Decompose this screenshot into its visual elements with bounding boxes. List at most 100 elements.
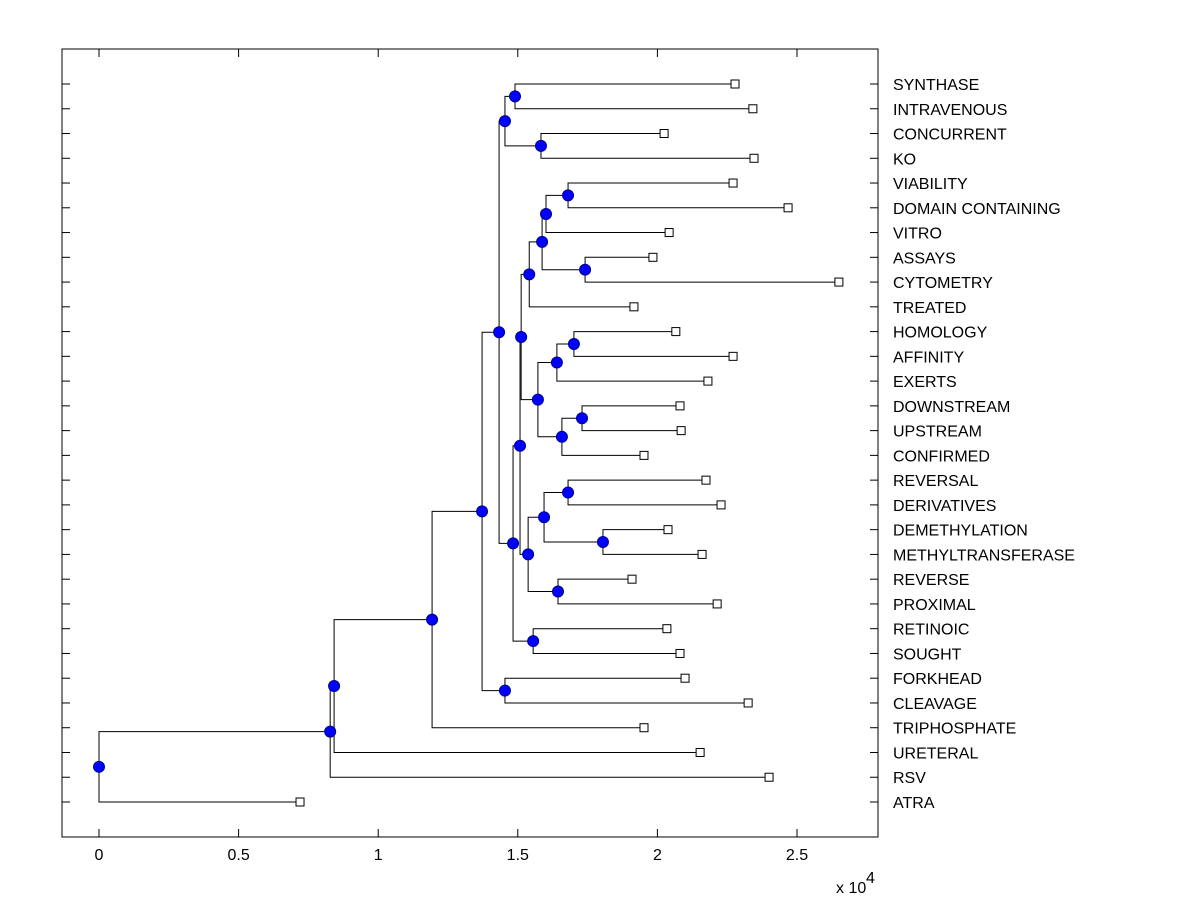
- leaf-label: DERIVATIVES: [893, 498, 996, 515]
- leaf-marker: [675, 648, 685, 658]
- leaf-label: ASSAYS: [893, 250, 956, 267]
- internal-node-marker: [536, 235, 549, 248]
- leaf-marker: [748, 104, 758, 114]
- leaf-marker: [695, 747, 705, 757]
- leaf-marker: [663, 525, 673, 535]
- dendrogram-link: [431, 510, 483, 620]
- leaf-label: RETINOIC: [893, 622, 969, 639]
- internal-node-marker: [498, 684, 511, 697]
- leaf-label: SYNTHASE: [893, 77, 979, 94]
- x-tick-label: 2.5: [786, 847, 808, 864]
- leaf-label: METHYLTRANSFERASE: [893, 547, 1075, 564]
- x-tick-label: 0.5: [227, 847, 249, 864]
- dendrogram-link: [543, 492, 569, 518]
- internal-node-marker: [522, 548, 535, 561]
- dendrogram-nodes: [93, 90, 609, 773]
- internal-node-marker: [523, 268, 536, 281]
- leaf-marker: [783, 203, 793, 213]
- dendrogram-link: [431, 619, 644, 729]
- x-tick-label: 0: [95, 847, 104, 864]
- leaf-marker: [716, 500, 726, 510]
- dendrogram-link: [537, 399, 562, 438]
- leaf-label: AFFINITY: [893, 349, 964, 366]
- leaf-label: EXERTS: [893, 374, 957, 391]
- leaf-label: RSV: [893, 770, 926, 787]
- leaf-label: CONCURRENT: [893, 127, 1007, 144]
- leaf-marker: [664, 228, 674, 238]
- internal-node-marker: [509, 90, 522, 103]
- leaf-marker: [743, 698, 753, 708]
- leaf-label: PROXIMAL: [893, 597, 976, 614]
- leaf-marker: [639, 450, 649, 460]
- internal-node-marker: [507, 537, 520, 550]
- plot-area: [61, 48, 879, 838]
- leaf-label: REVERSAL: [893, 473, 978, 490]
- internal-node-marker: [324, 725, 337, 738]
- dendrogram-link: [512, 543, 534, 642]
- dendrogram-link: [545, 213, 670, 234]
- dendrogram-link: [98, 766, 301, 803]
- internal-node-marker: [498, 115, 511, 128]
- dendrogram-link: [98, 731, 331, 767]
- internal-node-marker: [476, 505, 489, 518]
- internal-node-marker: [555, 430, 568, 443]
- internal-node-marker: [328, 680, 341, 693]
- internal-node-marker: [527, 635, 540, 648]
- leaf-label: TREATED: [893, 300, 966, 317]
- internal-node-marker: [514, 439, 527, 452]
- internal-node-marker: [93, 760, 105, 773]
- leaf-marker: [697, 549, 707, 559]
- leaf-marker: [627, 574, 637, 584]
- dendrogram-link: [537, 362, 557, 400]
- dendrogram-link: [504, 121, 541, 147]
- leaf-marker: [662, 624, 672, 634]
- leaf-marker: [648, 252, 658, 262]
- leaf-label: DEMETHYLATION: [893, 523, 1028, 540]
- dendrogram-link: [333, 619, 433, 687]
- leaf-marker: [629, 302, 639, 312]
- leaf-marker: [730, 79, 740, 89]
- leaf-label: INTRAVENOUS: [893, 102, 1007, 119]
- dendrogram-leaves: [295, 79, 844, 807]
- leaf-label: CYTOMETRY: [893, 275, 993, 292]
- internal-node-marker: [534, 139, 547, 152]
- leaf-marker: [728, 178, 738, 188]
- leaf-label: VIABILITY: [893, 176, 968, 193]
- leaf-marker: [728, 351, 738, 361]
- internal-node-marker: [552, 585, 565, 598]
- dendrogram-link: [333, 686, 701, 753]
- leaf-label: HOMOLOGY: [893, 325, 988, 342]
- internal-node-marker: [567, 337, 580, 350]
- x-multiplier-exponent: 4: [866, 870, 875, 887]
- internal-node-marker: [576, 412, 589, 425]
- dendrogram-link: [541, 241, 586, 271]
- leaf-marker: [712, 599, 722, 609]
- internal-node-marker: [539, 207, 552, 220]
- internal-node-marker: [562, 486, 575, 499]
- dendrogram-link: [561, 417, 583, 437]
- internal-node-marker: [531, 393, 544, 406]
- leaf-label: UPSTREAM: [893, 424, 982, 441]
- dendrogram-link: [556, 362, 708, 382]
- dendrogram-link: [561, 436, 644, 456]
- internal-node-marker: [550, 356, 563, 369]
- leaf-label: SOUGHT: [893, 646, 962, 663]
- x-axis-ticks: 0 0.5 1 1.5 2 2.5: [95, 49, 808, 864]
- internal-node-marker: [426, 613, 439, 626]
- leaf-label: DOWNSTREAM: [893, 399, 1010, 416]
- leaf-marker: [676, 426, 686, 436]
- x-multiplier-label: x 10: [836, 880, 866, 897]
- leaf-marker: [675, 401, 685, 411]
- internal-node-marker: [596, 536, 609, 549]
- leaf-label: CONFIRMED: [893, 448, 990, 465]
- leaf-label: TRIPHOSPHATE: [893, 721, 1016, 738]
- leaf-label: FORKHEAD: [893, 671, 982, 688]
- dendrogram-link: [527, 554, 559, 593]
- leaf-marker: [764, 772, 774, 782]
- leaf-label: URETERAL: [893, 745, 978, 762]
- leaf-marker: [680, 673, 690, 683]
- leaf-label: KO: [893, 151, 916, 168]
- leaf-marker: [703, 376, 713, 386]
- internal-node-marker: [562, 189, 575, 202]
